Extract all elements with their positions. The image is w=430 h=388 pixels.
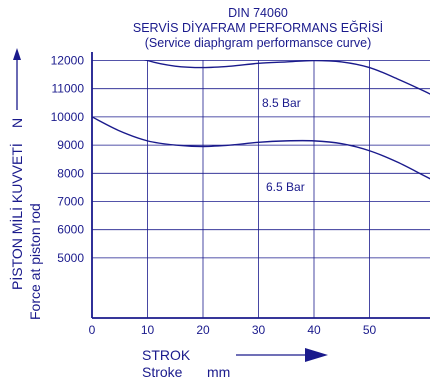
- x-tick-label: 50: [363, 323, 377, 337]
- series-label-2: 6.5 Bar: [266, 180, 305, 194]
- chart-subtitle-english: (Service diaphgram performansce curve): [145, 36, 371, 50]
- x-tick-labels: 0102030405064: [89, 323, 377, 337]
- y-tick-label: 6000: [57, 223, 84, 237]
- y-axis-arrowhead: [13, 48, 21, 60]
- y-axis-unit: N: [9, 118, 25, 128]
- series-group: [92, 60, 430, 180]
- y-axis-label: PİSTON MİLİ KUVVETİ: [8, 143, 25, 290]
- x-axis-label: STROK: [142, 347, 191, 363]
- y-tick-label: 12000: [51, 54, 85, 68]
- x-tick-label: 20: [196, 323, 210, 337]
- axes: [91, 52, 430, 319]
- y-tick-label: 9000: [57, 138, 84, 152]
- chart-title: DIN 74060: [228, 6, 288, 20]
- series-line-1: [143, 60, 430, 95]
- x-tick-label: 30: [252, 323, 266, 337]
- x-tick-label: 0: [89, 323, 96, 337]
- y-tick-label: 5000: [57, 251, 84, 265]
- x-axis-arrowhead: [305, 348, 328, 362]
- chart-subtitle: SERVİS DİYAFRAM PERFORMANS EĞRİSİ: [133, 20, 383, 35]
- x-axis-unit: mm: [207, 364, 230, 380]
- x-tick-label: 40: [307, 323, 321, 337]
- x-axis-label-english: Stroke: [142, 364, 183, 380]
- grid: [92, 60, 430, 318]
- y-tick-labels: 12000 11000 10000 9000 8000 7000 6000 5000: [51, 54, 85, 265]
- y-axis-label-english: Force at piston rod: [27, 203, 43, 320]
- x-tick-label: 10: [141, 323, 155, 337]
- series-label-1: 8.5 Bar: [262, 96, 301, 110]
- y-tick-label: 11000: [52, 82, 85, 96]
- y-tick-label: 7000: [57, 195, 84, 209]
- y-tick-label: 10000: [51, 110, 85, 124]
- series-labels: 8.5 Bar 6.5 Bar: [262, 96, 305, 194]
- series-line-2: [92, 116, 430, 180]
- y-tick-label: 8000: [57, 166, 84, 180]
